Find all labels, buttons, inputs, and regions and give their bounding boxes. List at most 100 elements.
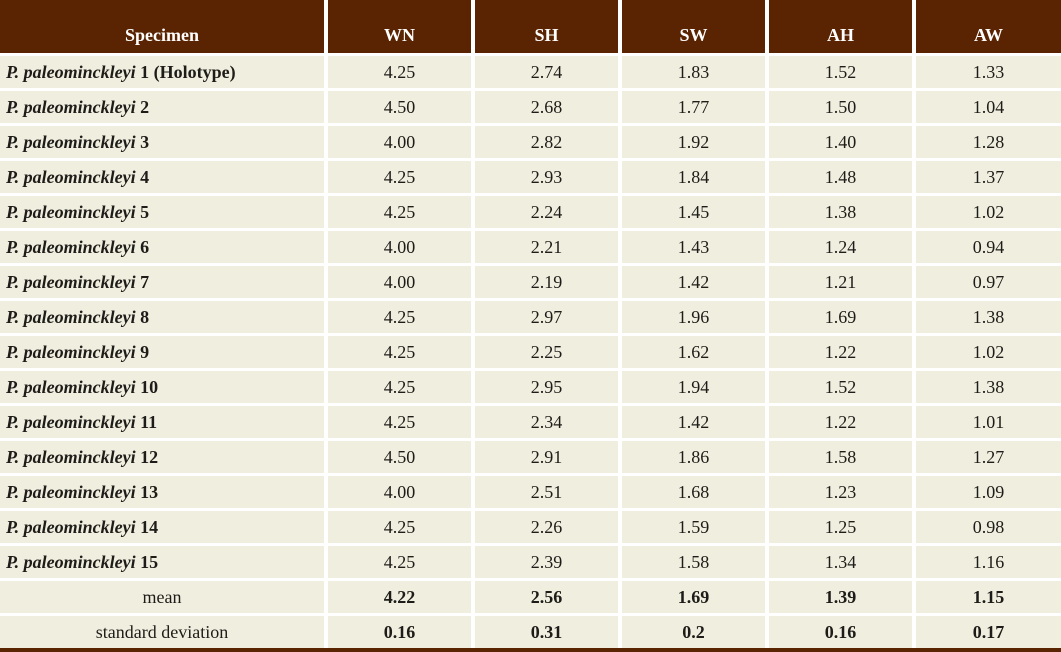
summary-label-cell: mean: [0, 578, 326, 615]
species-name: P. paleominckleyi: [6, 271, 136, 292]
value-cell: 4.25: [324, 298, 473, 335]
value-cell: 0.97: [912, 263, 1061, 300]
value-cell: 4.00: [324, 123, 473, 160]
specimen-cell: P. paleominckleyi 7: [0, 263, 326, 300]
table-row: P. paleominckleyi 12 4.50 2.91 1.86 1.58 1.27: [0, 438, 1061, 475]
summary-value-cell: 0.16: [765, 613, 914, 648]
summary-value-cell: 1.15: [912, 578, 1061, 615]
specimen-cell: P. paleominckleyi 9: [0, 333, 326, 370]
value-cell: 1.01: [912, 403, 1061, 440]
species-name: P. paleominckleyi: [6, 341, 136, 362]
specimen-cell: P. paleominckleyi 8: [0, 298, 326, 335]
specimen-number: 13: [140, 481, 159, 502]
table-body: P. paleominckleyi 1 (Holotype) 4.25 2.74 1.…: [0, 54, 1061, 648]
value-cell: 4.25: [324, 403, 473, 440]
specimen-number: 4: [140, 166, 150, 187]
value-cell: 1.40: [765, 123, 914, 160]
value-cell: 2.97: [471, 298, 620, 335]
specimen-cell: P. paleominckleyi 4: [0, 158, 326, 195]
specimen-number: 8: [140, 306, 150, 327]
value-cell: 2.74: [471, 54, 620, 90]
specimen-cell: P. paleominckleyi 13: [0, 473, 326, 510]
specimen-number: 11: [140, 411, 158, 432]
value-cell: 1.38: [912, 298, 1061, 335]
value-cell: 1.43: [618, 228, 767, 265]
value-cell: 4.25: [324, 158, 473, 195]
value-cell: 1.69: [765, 298, 914, 335]
specimen-number: 7: [140, 271, 150, 292]
value-cell: 1.77: [618, 88, 767, 125]
summary-row: mean 4.22 2.56 1.69 1.39 1.15: [0, 578, 1061, 615]
table-row: P. paleominckleyi 3 4.00 2.82 1.92 1.40 1.28: [0, 123, 1061, 160]
species-name: P. paleominckleyi: [6, 61, 136, 82]
species-name: P. paleominckleyi: [6, 96, 136, 117]
specimen-cell: P. paleominckleyi 14: [0, 508, 326, 545]
specimen-cell: P. paleominckleyi 3: [0, 123, 326, 160]
value-cell: 1.52: [765, 368, 914, 405]
header-cell-sw: SW: [618, 0, 767, 56]
species-name: P. paleominckleyi: [6, 551, 136, 572]
value-cell: 1.21: [765, 263, 914, 300]
value-cell: 4.50: [324, 438, 473, 475]
specimen-number: 12: [140, 446, 159, 467]
header-cell-ah: AH: [765, 0, 914, 56]
table-row: P. paleominckleyi 15 4.25 2.39 1.58 1.34 1.16: [0, 543, 1061, 580]
value-cell: 1.09: [912, 473, 1061, 510]
summary-value-cell: 2.56: [471, 578, 620, 615]
value-cell: 1.38: [912, 368, 1061, 405]
summary-value-cell: 0.31: [471, 613, 620, 648]
value-cell: 1.16: [912, 543, 1061, 580]
value-cell: 2.34: [471, 403, 620, 440]
value-cell: 4.25: [324, 543, 473, 580]
value-cell: 0.98: [912, 508, 1061, 545]
value-cell: 2.19: [471, 263, 620, 300]
value-cell: 2.21: [471, 228, 620, 265]
value-cell: 1.42: [618, 263, 767, 300]
value-cell: 2.51: [471, 473, 620, 510]
value-cell: 4.25: [324, 333, 473, 370]
value-cell: 1.68: [618, 473, 767, 510]
table-header: Specimen WN SH SW AH AW: [0, 0, 1061, 56]
table-row: P. paleominckleyi 1 (Holotype) 4.25 2.74 1.…: [0, 54, 1061, 90]
value-cell: 4.25: [324, 54, 473, 90]
table-row: P. paleominckleyi 5 4.25 2.24 1.45 1.38 1.02: [0, 193, 1061, 230]
value-cell: 2.39: [471, 543, 620, 580]
value-cell: 1.04: [912, 88, 1061, 125]
specimen-number: 2: [140, 96, 150, 117]
value-cell: 4.25: [324, 368, 473, 405]
species-name: P. paleominckleyi: [6, 166, 136, 187]
specimen-cell: P. paleominckleyi 15: [0, 543, 326, 580]
value-cell: 2.82: [471, 123, 620, 160]
value-cell: 1.48: [765, 158, 914, 195]
summary-label-cell: standard deviation: [0, 613, 326, 648]
table-row: P. paleominckleyi 13 4.00 2.51 1.68 1.23 1.09: [0, 473, 1061, 510]
specimen-number: 5: [140, 201, 150, 222]
value-cell: 1.02: [912, 193, 1061, 230]
value-cell: 1.22: [765, 333, 914, 370]
specimen-number: 15: [140, 551, 159, 572]
table-row: P. paleominckleyi 2 4.50 2.68 1.77 1.50 1.04: [0, 88, 1061, 125]
species-name: P. paleominckleyi: [6, 481, 136, 502]
species-name: P. paleominckleyi: [6, 306, 136, 327]
specimen-cell: P. paleominckleyi 2: [0, 88, 326, 125]
header-cell-sh: SH: [471, 0, 620, 56]
species-name: P. paleominckleyi: [6, 236, 136, 257]
species-name: P. paleominckleyi: [6, 411, 136, 432]
value-cell: 4.50: [324, 88, 473, 125]
value-cell: 1.42: [618, 403, 767, 440]
table-row: P. paleominckleyi 9 4.25 2.25 1.62 1.22 1.02: [0, 333, 1061, 370]
summary-value-cell: 1.69: [618, 578, 767, 615]
value-cell: 1.02: [912, 333, 1061, 370]
specimen-number: 3: [140, 131, 150, 152]
value-cell: 1.24: [765, 228, 914, 265]
species-name: P. paleominckleyi: [6, 376, 136, 397]
value-cell: 1.33: [912, 54, 1061, 90]
table-row: P. paleominckleyi 6 4.00 2.21 1.43 1.24 0.94: [0, 228, 1061, 265]
value-cell: 1.58: [765, 438, 914, 475]
specimen-cell: P. paleominckleyi 11: [0, 403, 326, 440]
value-cell: 2.24: [471, 193, 620, 230]
value-cell: 4.00: [324, 228, 473, 265]
specimen-number: 1 (Holotype): [140, 61, 236, 82]
